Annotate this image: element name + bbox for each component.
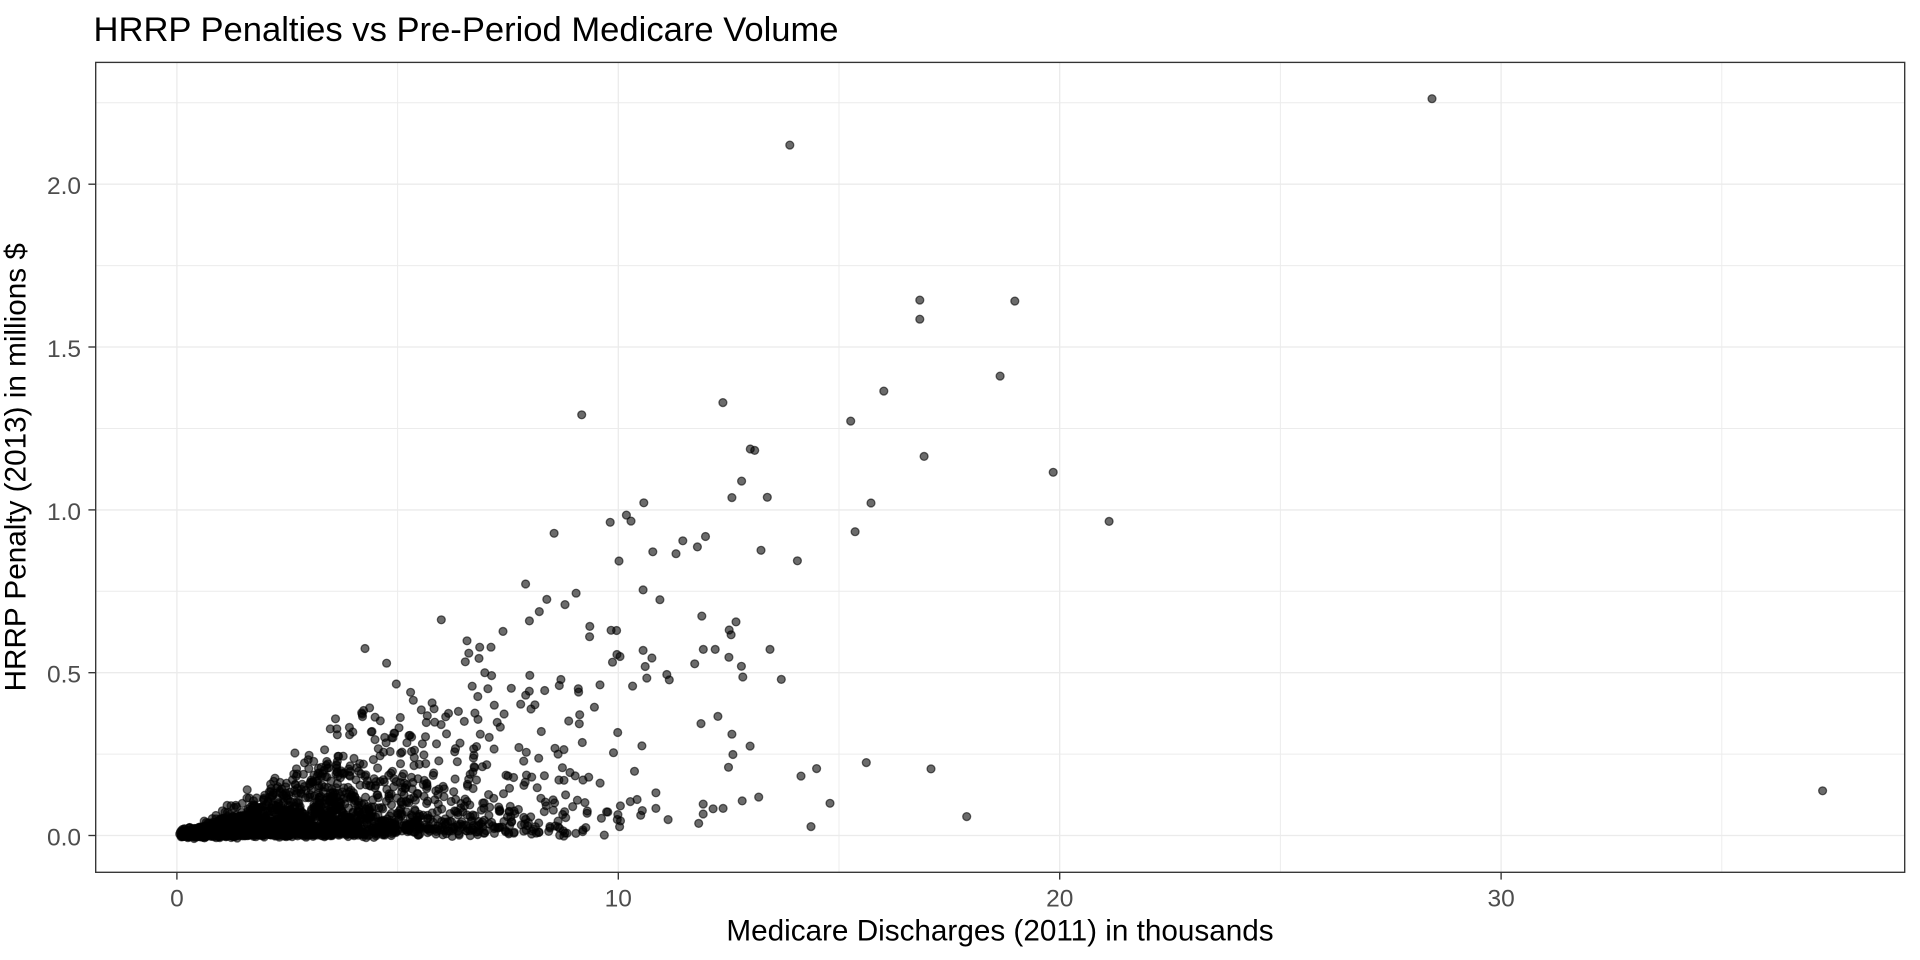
svg-text:Medicare Discharges (2011) in: Medicare Discharges (2011) in thousands [726,915,1273,948]
svg-text:HRRP Penalty (2013) in million: HRRP Penalty (2013) in millions $ [0,243,33,692]
svg-text:1.5: 1.5 [47,336,81,363]
svg-text:1.0: 1.0 [47,499,81,526]
svg-text:10: 10 [605,885,632,912]
svg-text:20: 20 [1046,885,1073,912]
svg-text:2.0: 2.0 [47,173,81,200]
svg-text:0.5: 0.5 [47,662,81,689]
svg-text:0: 0 [170,885,184,912]
svg-text:0.0: 0.0 [47,824,81,851]
svg-text:30: 30 [1487,885,1514,912]
svg-text:HRRP Penalties vs Pre-Period M: HRRP Penalties vs Pre-Period Medicare Vo… [94,11,839,49]
